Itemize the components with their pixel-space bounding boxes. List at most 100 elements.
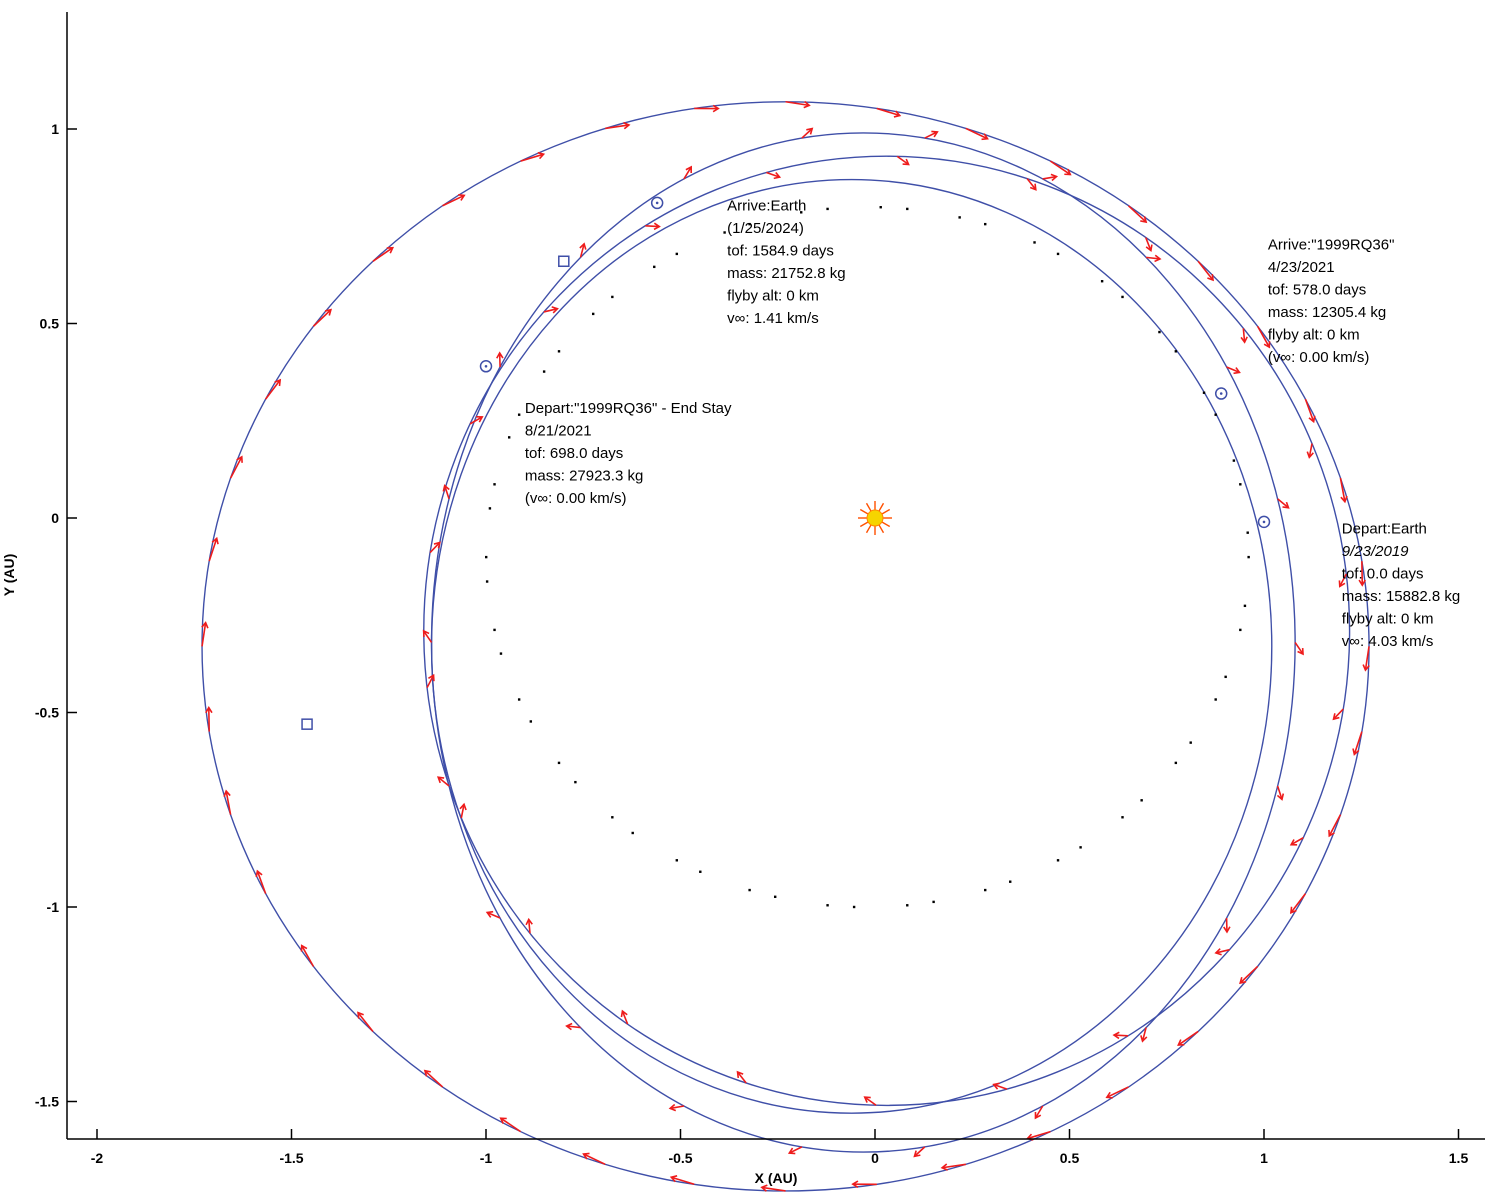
thrust-arrow bbox=[1352, 731, 1363, 756]
annotation-line: 9/23/2019 bbox=[1342, 543, 1409, 560]
orbit-dot bbox=[1100, 280, 1104, 283]
thrust-arrow bbox=[1339, 477, 1348, 504]
sun-ray bbox=[865, 502, 873, 513]
thrust-arrow bbox=[1140, 1027, 1148, 1043]
annotation-label: Arrive:Earth (1/25/2024) tof: 1584.9 days m… bbox=[727, 198, 845, 328]
orbit-dot bbox=[1224, 675, 1227, 679]
x-tick-label: 1.5 bbox=[1449, 1150, 1469, 1166]
thrust-arrow bbox=[1289, 837, 1304, 846]
thrust-arrow bbox=[1177, 1030, 1199, 1046]
thrust-arrow bbox=[876, 107, 902, 118]
orbit-dot bbox=[958, 216, 961, 219]
thrust-arrow bbox=[422, 629, 433, 643]
annotation-line: v∞: 4.03 km/s bbox=[1342, 633, 1434, 650]
annotation-line: (v∞: 0.00 km/s) bbox=[1268, 349, 1370, 366]
thrust-arrow bbox=[485, 910, 501, 919]
annotation-label: Arrive:"1999RQ36" 4/23/2021 tof: 578.0 day… bbox=[1268, 237, 1395, 367]
thrust-arrow bbox=[1127, 205, 1148, 224]
thrust-arrow bbox=[694, 104, 720, 113]
annotation-line: (v∞: 0.00 km/s) bbox=[525, 490, 627, 507]
orbit-dot bbox=[1174, 350, 1178, 353]
thrust-arrow bbox=[766, 171, 782, 180]
thrust-arrow bbox=[469, 415, 484, 425]
sun-ray bbox=[859, 520, 870, 528]
orbit-dot bbox=[611, 816, 614, 819]
orbit-dot bbox=[485, 555, 488, 559]
sun-ray bbox=[880, 520, 891, 528]
annotation-line: mass: 15882.8 kg bbox=[1342, 588, 1460, 605]
orbit-dot bbox=[557, 761, 561, 765]
y-tick-label: -1.5 bbox=[35, 1094, 59, 1110]
orbit-dot bbox=[574, 780, 577, 784]
thrust-arrow bbox=[223, 789, 232, 815]
orbit-dot bbox=[499, 652, 503, 655]
thrust-arrow bbox=[992, 1082, 1008, 1090]
orbit-dot bbox=[773, 895, 777, 899]
annotation-line: 8/21/2021 bbox=[525, 422, 592, 439]
orbit-dot bbox=[1056, 252, 1060, 256]
orbit-dot bbox=[488, 507, 492, 510]
orbit-dot bbox=[1214, 413, 1217, 416]
y-tick-label: 0 bbox=[51, 510, 59, 526]
thrust-arrow bbox=[499, 1117, 522, 1133]
orbit-dot bbox=[631, 831, 634, 835]
annotation-line: 4/23/2021 bbox=[1268, 259, 1335, 276]
sun-ray bbox=[865, 523, 873, 534]
thrust-arrow bbox=[582, 1152, 606, 1166]
thrust-arrow bbox=[1332, 708, 1344, 721]
thrust-arrow bbox=[787, 1146, 803, 1155]
thrust-arrow bbox=[1256, 325, 1271, 349]
orbit-dot bbox=[1202, 391, 1206, 394]
thrust-arrow bbox=[255, 869, 267, 894]
thrust-arrow bbox=[1239, 965, 1259, 985]
orbit-dot bbox=[1121, 295, 1124, 299]
orbit-dot bbox=[1033, 241, 1036, 244]
thrust-arrow bbox=[863, 1096, 877, 1106]
thrust-arrow bbox=[459, 802, 467, 819]
orbit-dot bbox=[529, 720, 533, 723]
orbit-dot bbox=[906, 207, 909, 211]
thrust-arrow bbox=[851, 1180, 877, 1188]
annotation-line: v∞: 1.41 km/s bbox=[727, 310, 819, 327]
y-tick-label: 0.5 bbox=[40, 316, 60, 332]
orbit-dot bbox=[800, 211, 803, 214]
thrust-arrow bbox=[436, 776, 450, 787]
thrust-arrow bbox=[1112, 1031, 1129, 1040]
orbit-dot bbox=[1232, 459, 1236, 462]
orbit-dot bbox=[493, 483, 496, 486]
orbit-dot bbox=[1246, 531, 1249, 534]
annotation-label: Depart:"1999RQ36" - End Stay 8/21/2021 tof… bbox=[525, 400, 732, 507]
thrust-arrow bbox=[668, 1103, 685, 1112]
thrust-arrow bbox=[429, 541, 441, 554]
x-axis-title: X (AU) bbox=[755, 1170, 798, 1186]
thrust-arrow bbox=[208, 536, 219, 562]
annotation-line: tof: 0.0 days bbox=[1342, 566, 1424, 583]
thrust-arrow bbox=[1294, 642, 1304, 656]
orbit-dot bbox=[932, 900, 935, 904]
orbit-dot bbox=[675, 252, 679, 256]
orbit-dot bbox=[675, 859, 679, 862]
event-marker-circle bbox=[479, 360, 493, 373]
x-tick-label: -1.5 bbox=[279, 1150, 303, 1166]
annotation-line: tof: 1584.9 days bbox=[727, 243, 834, 260]
orbit-dot bbox=[1239, 483, 1242, 486]
orbit-dot bbox=[1121, 816, 1124, 819]
orbit-mid-orbit-b bbox=[423, 155, 1351, 1107]
orbit-dot bbox=[1247, 555, 1250, 559]
orbit-dot bbox=[1174, 761, 1178, 765]
event-marker-square bbox=[558, 255, 570, 268]
annotation-line: tof: 698.0 days bbox=[525, 445, 623, 462]
event-marker-square bbox=[301, 718, 313, 730]
orbit-dot bbox=[493, 628, 496, 632]
sun-ray bbox=[877, 523, 885, 534]
sun-icon bbox=[858, 501, 892, 535]
orbit-dot bbox=[1239, 628, 1242, 632]
orbit-dot bbox=[984, 222, 987, 226]
annotation-line: Depart:"1999RQ36" - End Stay bbox=[525, 400, 732, 417]
event-marker-circle bbox=[1214, 387, 1228, 400]
thrust-arrow bbox=[1306, 443, 1314, 459]
thrust-arrow bbox=[426, 673, 435, 688]
thrust-arrow bbox=[801, 127, 814, 139]
thrust-arrow bbox=[940, 1163, 966, 1171]
